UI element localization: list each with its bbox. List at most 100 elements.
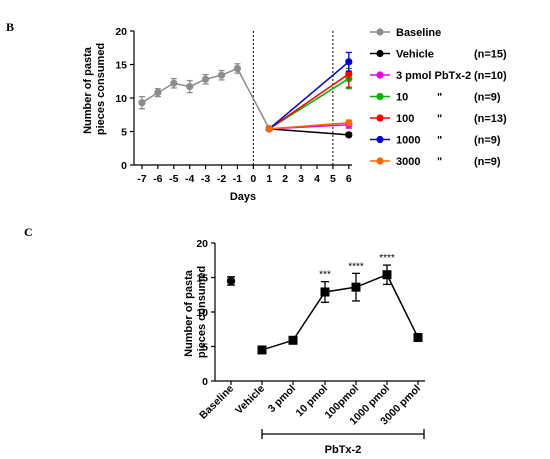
panel-b-legend-item: 10 " (n=9) [370,92,501,104]
panel-c-group-label: PbTx-2 [325,444,362,456]
panel-c-series-0 [226,276,236,286]
panel-b-legend-n: (n=10) [474,70,507,82]
panel-b-legend-item: Vehicle (n=15) [370,49,507,61]
panel-b: B Number of pasta pieces consumed Days 0… [6,20,507,203]
panel-c-point [382,270,392,280]
panel-c-series-1: *********** [257,253,423,355]
panel-b-legend-n: (n=9) [474,135,501,147]
panel-b-legend-swatch-marker [376,114,384,122]
panel-c-point [288,335,298,345]
panel-b-series [138,51,353,139]
panel-b-legend-item: 3000 " (n=9) [370,156,501,168]
panel-b-legend-name: 10 [396,92,408,104]
panel-b-y-axis-title: Number of pasta pieces consumed [82,43,107,135]
panel-c-point [413,333,423,343]
panel-b-label: B [6,20,14,34]
panel-b-legend-name: 3 pmol PbTx-2 [396,70,471,82]
panel-c-x-tick-label: Baseline [197,383,236,422]
panel-b-point [217,71,226,79]
panel-b-point [154,89,162,97]
panel-c-y-tick-label: 20 [196,238,208,250]
panel-c-y-axis-title-line1: Number of pasta [183,269,195,357]
panel-b-point [345,131,353,139]
panel-c-y-ticks: 0 5 10 15 20 [196,238,215,388]
panel-c-significance: **** [348,261,364,272]
panel-b-y-axis-title-line2: pieces consumed [95,43,107,135]
panel-b-series-0 [138,63,273,133]
panel-b-legend-item: Baseline [370,27,441,39]
panel-c-label: C [24,225,33,239]
panel-b-legend-swatch-marker [376,71,384,79]
panel-b-legend-ditto: " [437,92,442,104]
panel-b-legend-ditto: " [437,156,442,168]
panel-c: C Number of pasta pieces consumed 0 5 10 15… [24,225,425,456]
panel-b-point [202,75,210,83]
panel-b-series-6 [265,119,353,133]
panel-b-legend-name: 3000 [396,156,420,168]
panel-c-significance: **** [379,253,395,264]
panel-b-x-axis-title: Days [230,191,256,203]
panel-b-legend-name: 100 [396,113,414,125]
panel-b-legend-swatch-marker [376,92,384,101]
panel-b-x-tick-label: -1 [233,173,242,185]
panel-b-legend-item: 100 " (n=13) [370,113,507,125]
panel-c-y-tick-label: 10 [196,307,208,319]
panel-c-point [320,287,330,297]
panel-b-y-tick-label: 5 [121,127,127,139]
panel-c-y-tick-label: 5 [202,342,208,354]
panel-b-point [345,119,353,127]
panel-b-legend-name: Baseline [396,27,441,39]
panel-c-point [257,345,267,355]
panel-b-x-tick-label: -3 [201,173,210,185]
panel-c-x-tick-label: Vehicle [233,383,267,417]
panel-c-y-tick-label: 0 [202,376,208,388]
panel-b-point [170,79,178,87]
panel-b-series-5 [265,51,353,133]
panel-b-y-axis-title-line1: Number of pasta [82,46,94,134]
panel-b-legend-swatch-marker [376,49,384,58]
panel-b-legend-swatch-marker [376,28,384,36]
panel-b-x-tick-label: -6 [153,173,162,185]
panel-b-point [233,64,242,73]
panel-b-y-tick-label: 0 [121,160,127,172]
panel-b-y-tick-label: 10 [115,93,127,105]
panel-b-series-line [269,122,349,130]
panel-b-x-tick-label: -2 [217,173,226,185]
panel-b-point [186,83,194,91]
panel-b-x-tick-label: 4 [314,173,320,185]
panel-c-group-bracket: PbTx-2 [261,429,425,456]
panel-b-series-line [269,128,349,136]
panel-b-legend-n: (n=9) [474,156,501,168]
panel-b-x-tick-label: -4 [185,173,194,185]
panel-b-x-tick-label: 6 [346,173,352,185]
panel-b-x-tick-label: 3 [298,173,304,185]
panel-c-series: *********** [226,253,423,355]
panel-b-x-tick-label: 5 [330,173,336,185]
panel-c-significance: *** [319,270,331,281]
panel-b-legend-name: Vehicle [396,49,434,61]
panel-b-legend-item: 1000 " (n=9) [370,135,501,147]
panel-b-point [265,125,273,133]
panel-b-point [345,58,353,66]
panel-b-legend-n: (n=9) [474,92,501,104]
panel-b-x-ticks: -7 -6 -5 -4 -3 -2 -1 0 1 2 3 4 5 6 [137,165,352,185]
panel-b-y-ticks: 0 5 10 15 20 [115,26,134,172]
panel-b-legend-swatch-marker [376,157,384,165]
panel-b-legend-n: (n=13) [474,113,507,125]
panel-b-x-tick-label: -7 [137,173,146,185]
panel-b-x-tick-label: 0 [250,173,256,185]
panel-b-y-tick-label: 15 [115,60,127,72]
panel-b-series-line [268,73,350,130]
panel-b-point [138,99,146,107]
panel-c-y-axis-title: Number of pasta pieces consumed [183,266,208,358]
panel-b-legend-n: (n=15) [474,49,507,61]
panel-b-point [345,70,353,78]
panel-b-legend-name: 1000 [396,135,420,147]
panel-b-x-tick-label: 2 [282,173,288,185]
panel-b-x-tick-label: -5 [169,173,178,185]
panel-b-dashed-lines [252,31,334,165]
panel-b-legend-item: 3 pmol PbTx-2 (n=10) [370,70,507,82]
